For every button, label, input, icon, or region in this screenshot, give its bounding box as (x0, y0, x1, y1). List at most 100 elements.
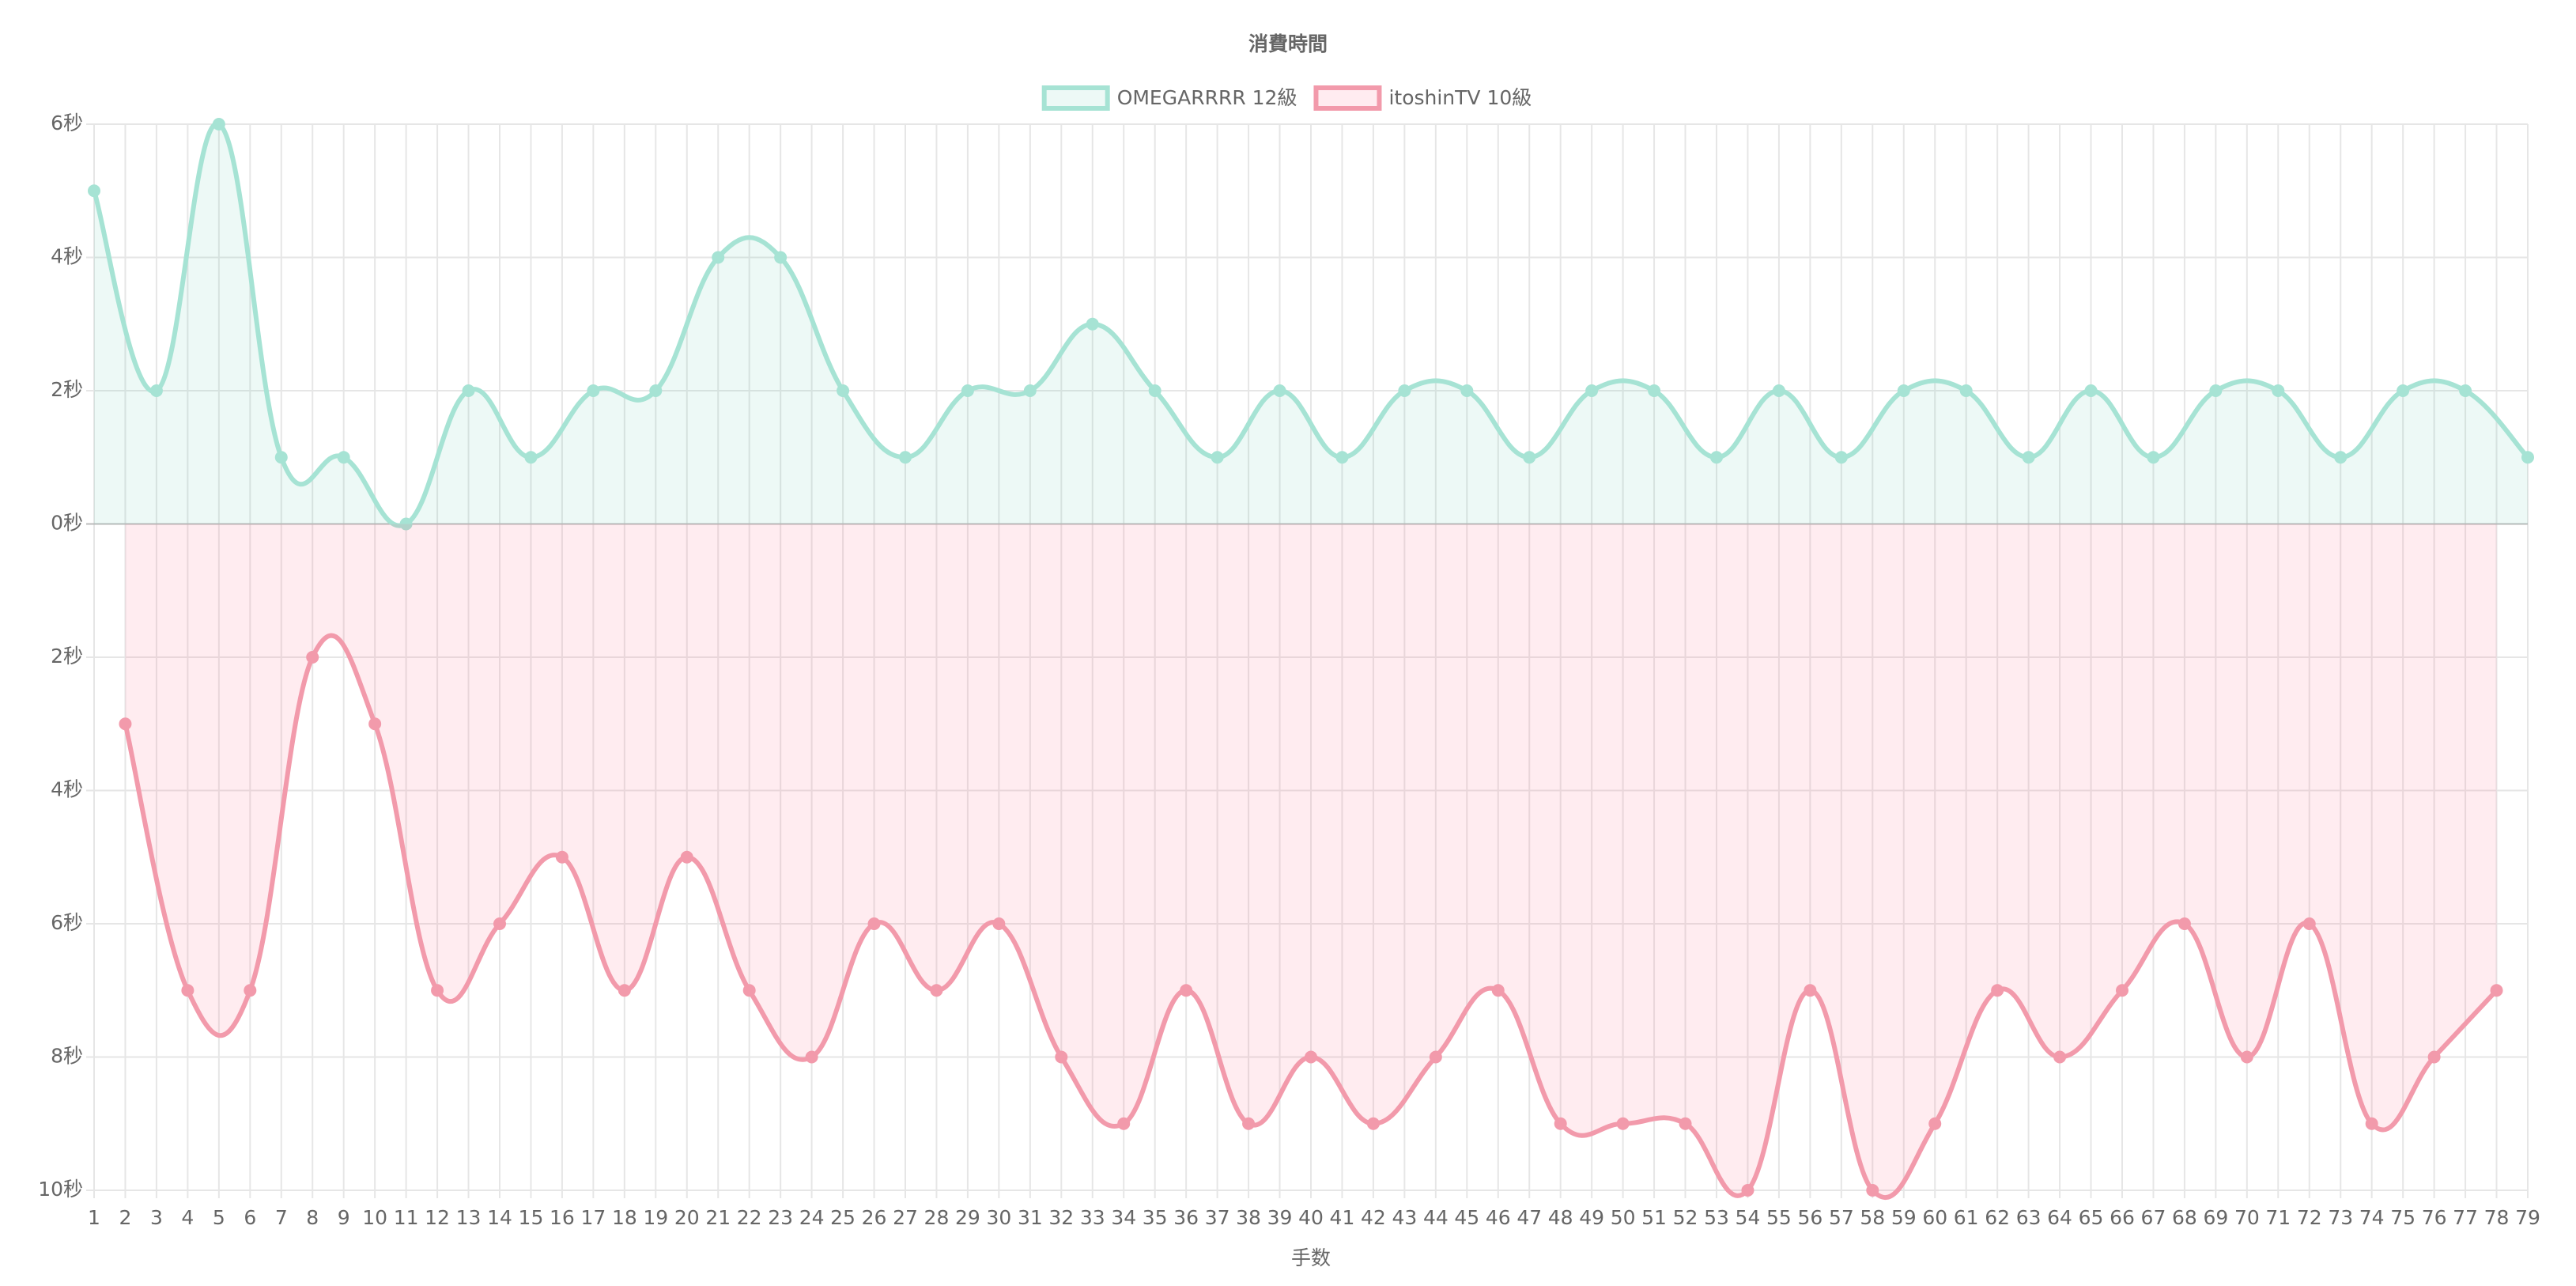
point (1710, 451, 1723, 464)
x-tick-label: 9 (338, 1206, 350, 1229)
point (2116, 984, 2128, 997)
y-tick-label: 10秒 (38, 1178, 83, 1201)
x-tick-label: 32 (1048, 1206, 1074, 1229)
y-tick-label: 2秒 (51, 645, 83, 668)
point (2084, 384, 2098, 397)
point (555, 850, 568, 864)
x-tick-label: 59 (1891, 1206, 1917, 1229)
y-tick-label: 2秒 (51, 378, 83, 401)
x-tick-label: 74 (2359, 1206, 2385, 1229)
point (1305, 1050, 1317, 1064)
point (2053, 1050, 2067, 1064)
point (1554, 1117, 1567, 1130)
area (125, 524, 2497, 1198)
x-tick-label: 1 (88, 1206, 100, 1229)
x-tick-label: 29 (955, 1206, 980, 1229)
point (1242, 1117, 1256, 1130)
point (493, 917, 506, 930)
x-tick-label: 40 (1298, 1206, 1324, 1229)
point (2209, 384, 2223, 397)
y-tick-label: 4秒 (51, 778, 83, 801)
point (1398, 384, 1411, 397)
legend-label: OMEGARRRR 12級 (1117, 86, 1297, 109)
point (244, 984, 257, 997)
x-tick-label: 62 (1985, 1206, 2010, 1229)
point (399, 517, 413, 531)
x-tick-label: 3 (150, 1206, 163, 1229)
x-tick-label: 72 (2297, 1206, 2322, 1229)
point (618, 984, 631, 997)
x-tick-label: 70 (2234, 1206, 2260, 1229)
x-tick-label: 78 (2484, 1206, 2510, 1229)
x-tick-label: 75 (2390, 1206, 2415, 1229)
point (1023, 384, 1037, 397)
x-tick-label: 34 (1111, 1206, 1136, 1229)
point (1366, 1117, 1380, 1130)
x-tick-label: 23 (768, 1206, 793, 1229)
x-tick-label: 53 (1704, 1206, 1729, 1229)
x-tick-label: 35 (1143, 1206, 1168, 1229)
point (431, 984, 444, 997)
x-tick-label: 69 (2203, 1206, 2228, 1229)
x-tick-label: 4 (181, 1206, 194, 1229)
x-tick-label: 28 (924, 1206, 950, 1229)
x-tick-label: 6 (244, 1206, 256, 1229)
x-tick-label: 56 (1797, 1206, 1822, 1229)
x-tick-label: 77 (2453, 1206, 2478, 1229)
point (337, 451, 350, 464)
point (742, 984, 756, 997)
point (2521, 451, 2534, 464)
point (899, 451, 912, 464)
x-tick-label: 44 (1423, 1206, 1449, 1229)
x-tick-label: 25 (830, 1206, 856, 1229)
x-tick-label: 49 (1579, 1206, 1604, 1229)
x-tick-label: 19 (643, 1206, 668, 1229)
chart-title: 消費時間 (1248, 32, 1328, 55)
x-tick-label: 26 (862, 1206, 887, 1229)
point (1523, 451, 1536, 464)
legend-label: itoshinTV 10級 (1388, 86, 1532, 109)
point (837, 384, 850, 397)
point (2272, 384, 2285, 397)
point (2334, 451, 2347, 464)
x-tick-label: 45 (1454, 1206, 1479, 1229)
legend-swatch (1041, 85, 1110, 111)
x-tick-label: 15 (519, 1206, 544, 1229)
x-tick-label: 68 (2172, 1206, 2197, 1229)
point (774, 251, 788, 264)
point (1055, 1050, 1068, 1064)
point (1772, 384, 1785, 397)
point (680, 850, 693, 864)
point (961, 384, 974, 397)
x-tick-label: 41 (1330, 1206, 1355, 1229)
x-tick-label: 64 (2047, 1206, 2072, 1229)
point (2427, 1050, 2441, 1064)
point (587, 384, 600, 397)
x-tick-label: 8 (306, 1206, 319, 1229)
point (1211, 451, 1224, 464)
point (712, 251, 725, 264)
line (123, 633, 2499, 1200)
x-tick-label: 13 (456, 1206, 482, 1229)
x-tick-label: 76 (2422, 1206, 2447, 1229)
point (1959, 384, 1973, 397)
x-tick-label: 60 (1922, 1206, 1947, 1229)
x-tick-label: 36 (1173, 1206, 1199, 1229)
x-tick-label: 14 (487, 1206, 512, 1229)
x-tick-label: 61 (1954, 1206, 1979, 1229)
x-tick-label: 2 (119, 1206, 132, 1229)
x-tick-label: 27 (893, 1206, 918, 1229)
point (1679, 1117, 1692, 1130)
x-tick-label: 58 (1860, 1206, 1885, 1229)
point (2490, 984, 2503, 997)
x-tick-label: 10 (362, 1206, 387, 1229)
x-tick-label: 65 (2079, 1206, 2104, 1229)
x-tick-label: 38 (1236, 1206, 1261, 1229)
point (181, 984, 195, 997)
point (649, 384, 663, 397)
point (1273, 384, 1286, 397)
y-tick-label: 0秒 (51, 512, 83, 535)
x-tick-label: 50 (1611, 1206, 1636, 1229)
x-tick-label: 31 (1018, 1206, 1043, 1229)
